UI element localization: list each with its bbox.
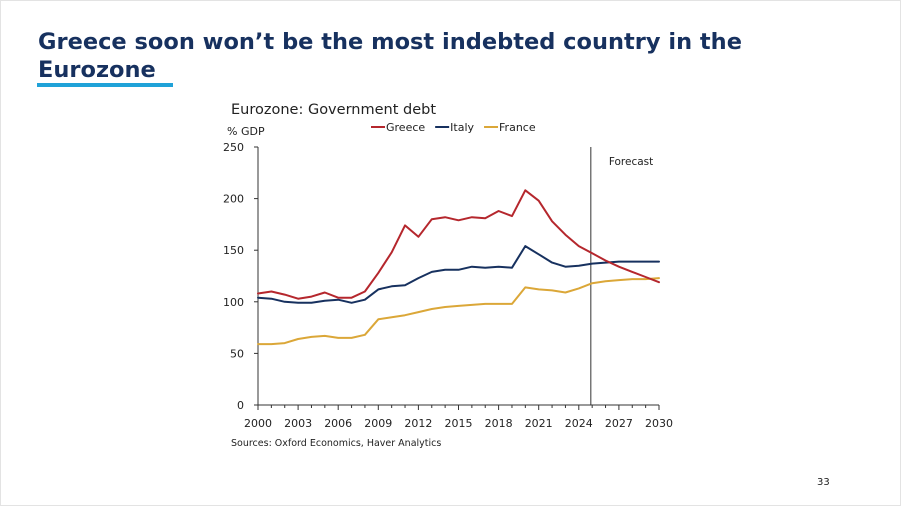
series-line-italy [257, 245, 660, 304]
page-number: 33 [817, 477, 830, 488]
y-tick-label: 250 [223, 141, 244, 154]
series-line-greece [257, 189, 660, 300]
series-line-france [257, 277, 660, 346]
x-tick-label: 2027 [605, 417, 633, 430]
x-tick-label: 2000 [244, 417, 272, 430]
source-note: Sources: Oxford Economics, Haver Analyti… [231, 438, 442, 449]
title-underline [37, 83, 173, 87]
x-tick-label: 2015 [445, 417, 473, 430]
legend-label-france: France [499, 121, 536, 134]
y-tick-label: 100 [223, 296, 244, 309]
x-tick-label: 2024 [565, 417, 593, 430]
y-axis-unit-label: % GDP [227, 125, 265, 138]
slide-title: Greece soon won’t be the most indebted c… [38, 29, 742, 83]
y-tick-label: 150 [223, 244, 244, 257]
x-tick-label: 2018 [485, 417, 513, 430]
y-tick-label: 0 [237, 399, 244, 412]
x-tick-label: 2009 [364, 417, 392, 430]
y-tick-label: 200 [223, 193, 244, 206]
x-tick-label: 2003 [284, 417, 312, 430]
x-tick-label: 2012 [404, 417, 432, 430]
x-tick-label: 2006 [324, 417, 352, 430]
x-tick-label: 2021 [525, 417, 553, 430]
forecast-label: Forecast [609, 156, 653, 168]
x-tick-label: 2030 [645, 417, 673, 430]
y-tick-label: 50 [230, 347, 244, 360]
legend-label-italy: Italy [450, 121, 474, 134]
chart-title: Eurozone: Government debt [231, 102, 437, 118]
legend-label-greece: Greece [386, 121, 425, 134]
